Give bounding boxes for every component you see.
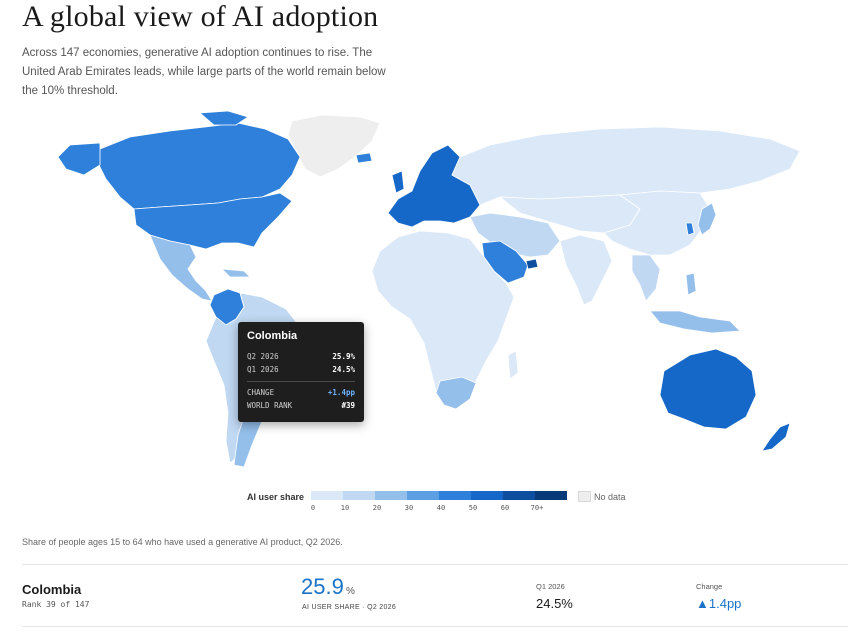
legend-no-data-label: No data xyxy=(594,492,626,502)
legend-swatch-1 xyxy=(343,491,375,500)
region-uae[interactable] xyxy=(525,258,539,270)
summary-q1-value: 24.5% xyxy=(536,596,573,611)
world-map xyxy=(57,110,801,468)
region-alaska[interactable] xyxy=(57,142,101,176)
legend-ticks: 0 10 20 30 40 50 60 70+ xyxy=(311,504,571,514)
country-tooltip: Colombia Q2 2026 25.9% Q1 2026 24.5% CHA… xyxy=(238,322,364,422)
tooltip-row-change: CHANGE +1.4pp xyxy=(247,386,355,399)
legend-tick-label: 10 xyxy=(340,504,350,512)
legend-tick-label: 40 xyxy=(436,504,446,512)
tooltip-rank-value: #39 xyxy=(341,401,355,410)
legend-tick-label: 70+ xyxy=(530,504,544,512)
region-greenland[interactable] xyxy=(287,114,381,178)
region-australia[interactable] xyxy=(659,348,757,430)
region-indonesia[interactable] xyxy=(649,310,741,334)
summary-rank: Rank 39 of 147 xyxy=(22,600,90,609)
page-subtitle: Across 147 economies, generative AI adop… xyxy=(22,47,386,97)
legend-no-data-swatch xyxy=(578,491,591,502)
legend-title: AI user share xyxy=(247,492,305,502)
page-title: A global view of AI adoption xyxy=(22,0,379,33)
summary-share-unit: % xyxy=(346,586,355,597)
legend-swatch-0 xyxy=(311,491,343,500)
summary-bottom-divider xyxy=(22,626,848,627)
tooltip-q2-label: Q2 2026 xyxy=(247,352,279,361)
region-india[interactable] xyxy=(559,234,613,306)
legend-tick-label: 30 xyxy=(404,504,414,512)
tooltip-q1-label: Q1 2026 xyxy=(247,365,279,374)
summary-country: Colombia xyxy=(22,582,82,597)
legend-swatch-3 xyxy=(407,491,439,500)
tooltip-row-q1: Q1 2026 24.5% xyxy=(247,363,355,376)
legend-swatch-2 xyxy=(375,491,407,500)
legend-swatch-6 xyxy=(503,491,535,500)
region-southeast-asia[interactable] xyxy=(631,254,661,302)
region-mexico[interactable] xyxy=(149,234,213,302)
footnote: Share of people ages 15 to 64 who have u… xyxy=(22,537,343,547)
tooltip-country: Colombia xyxy=(247,330,298,342)
tooltip-divider xyxy=(247,381,355,382)
region-russia[interactable] xyxy=(451,126,801,206)
summary-share-value: 25.9 xyxy=(301,574,344,599)
tooltip-rank-label: WORLD RANK xyxy=(247,401,293,410)
region-madagascar[interactable] xyxy=(507,350,519,380)
summary-top-divider xyxy=(22,564,848,565)
region-caribbean[interactable] xyxy=(221,268,251,278)
region-africa[interactable] xyxy=(371,230,515,406)
tooltip-change-label: CHANGE xyxy=(247,388,275,397)
region-south-korea[interactable] xyxy=(685,222,695,236)
legend-tick-label: 60 xyxy=(500,504,510,512)
summary-share-label: AI USER SHARE · Q2 2026 xyxy=(302,604,397,611)
region-philippines[interactable] xyxy=(685,272,697,296)
tooltip-row-q2: Q2 2026 25.9% xyxy=(247,350,355,363)
region-canada-islands[interactable] xyxy=(199,110,249,126)
tooltip-row-rank: WORLD RANK #39 xyxy=(247,399,355,412)
tooltip-change-value: +1.4pp xyxy=(327,388,355,397)
summary-q1-label: Q1 2026 xyxy=(536,582,565,591)
region-new-zealand[interactable] xyxy=(761,422,791,452)
summary-change-label: Change xyxy=(696,582,723,591)
legend-tick-label: 0 xyxy=(310,504,316,512)
region-iceland[interactable] xyxy=(355,152,373,164)
region-south-africa[interactable] xyxy=(435,376,477,410)
tooltip-q2-value: 25.9% xyxy=(332,352,355,361)
legend-color-scale xyxy=(311,491,567,500)
legend-tick-label: 50 xyxy=(468,504,478,512)
summary-change-value: ▲1.4pp xyxy=(696,596,742,611)
region-uk[interactable] xyxy=(391,170,405,194)
legend-tick-label: 20 xyxy=(372,504,382,512)
tooltip-q1-value: 24.5% xyxy=(332,365,355,374)
region-china[interactable] xyxy=(603,190,711,256)
region-japan[interactable] xyxy=(697,202,717,236)
region-middle-east[interactable] xyxy=(469,212,561,258)
legend-swatch-4 xyxy=(439,491,471,500)
legend-swatch-5 xyxy=(471,491,503,500)
region-canada[interactable] xyxy=(97,122,301,210)
legend-swatch-7 xyxy=(535,491,567,500)
